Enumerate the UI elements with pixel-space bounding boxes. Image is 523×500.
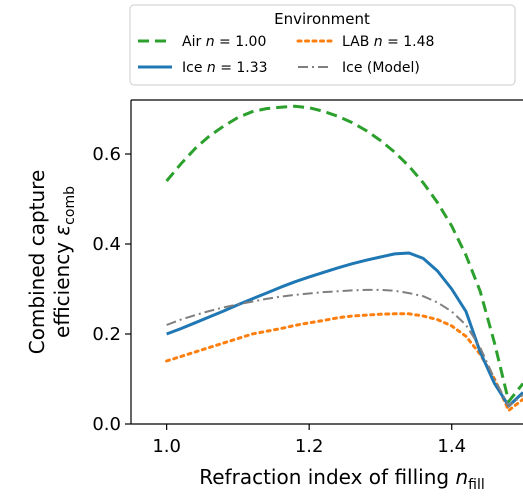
x-axis-label-symbol: n	[455, 465, 468, 489]
legend-label-air: Air n = 1.00	[182, 34, 266, 50]
legend-frame	[129, 4, 516, 86]
x-axis-label-subscript: fill	[468, 477, 485, 493]
legend-entry-ice-model: Ice (Model)	[298, 60, 420, 76]
y-axis-label-line2: efficiency εcomb	[50, 186, 78, 338]
y-tick-label: 0.0	[92, 414, 121, 435]
series-line-lab	[165, 312, 523, 412]
y-axis-label-subscript: comb	[62, 186, 78, 225]
x-tick-label: 1.2	[295, 436, 324, 457]
legend-title: Environment	[274, 10, 370, 28]
legend-label-lab: LAB n = 1.48	[342, 34, 434, 50]
legend: Environment Air n = 1.00 LAB n = 1.48 Ice …	[129, 4, 516, 86]
y-tick-label: 0.4	[92, 234, 121, 255]
y-axis-label-symbol: ε	[50, 225, 74, 236]
series-line-ice	[166, 251, 523, 408]
x-tick-label: 1.0	[152, 436, 181, 457]
legend-entry-ice: Ice n = 1.33	[138, 60, 268, 76]
legend-entry-air: Air n = 1.00	[138, 34, 266, 50]
legend-entry-lab: LAB n = 1.48	[296, 34, 434, 50]
y-tick-label: 0.6	[92, 144, 121, 165]
series-line-air	[165, 104, 523, 403]
legend-label-ice: Ice n = 1.33	[182, 60, 268, 76]
legend-label-ice-model: Ice (Model)	[342, 60, 420, 76]
x-axis-label-text: Refraction index of filling	[199, 465, 449, 489]
y-axis-label: Combined capture efficiency εcomb	[25, 170, 78, 355]
y-tick-label: 0.2	[92, 324, 121, 345]
plot-area: 1.0 1.2 1.4 0.0 0.2 0.4 0.6	[92, 99, 523, 457]
y-axis-label-line1: Combined capture	[25, 170, 49, 355]
x-axis-label: Refraction index of filling nfill	[199, 465, 485, 493]
x-tick-label: 1.4	[437, 436, 466, 457]
series-line-ice-model	[166, 288, 523, 407]
